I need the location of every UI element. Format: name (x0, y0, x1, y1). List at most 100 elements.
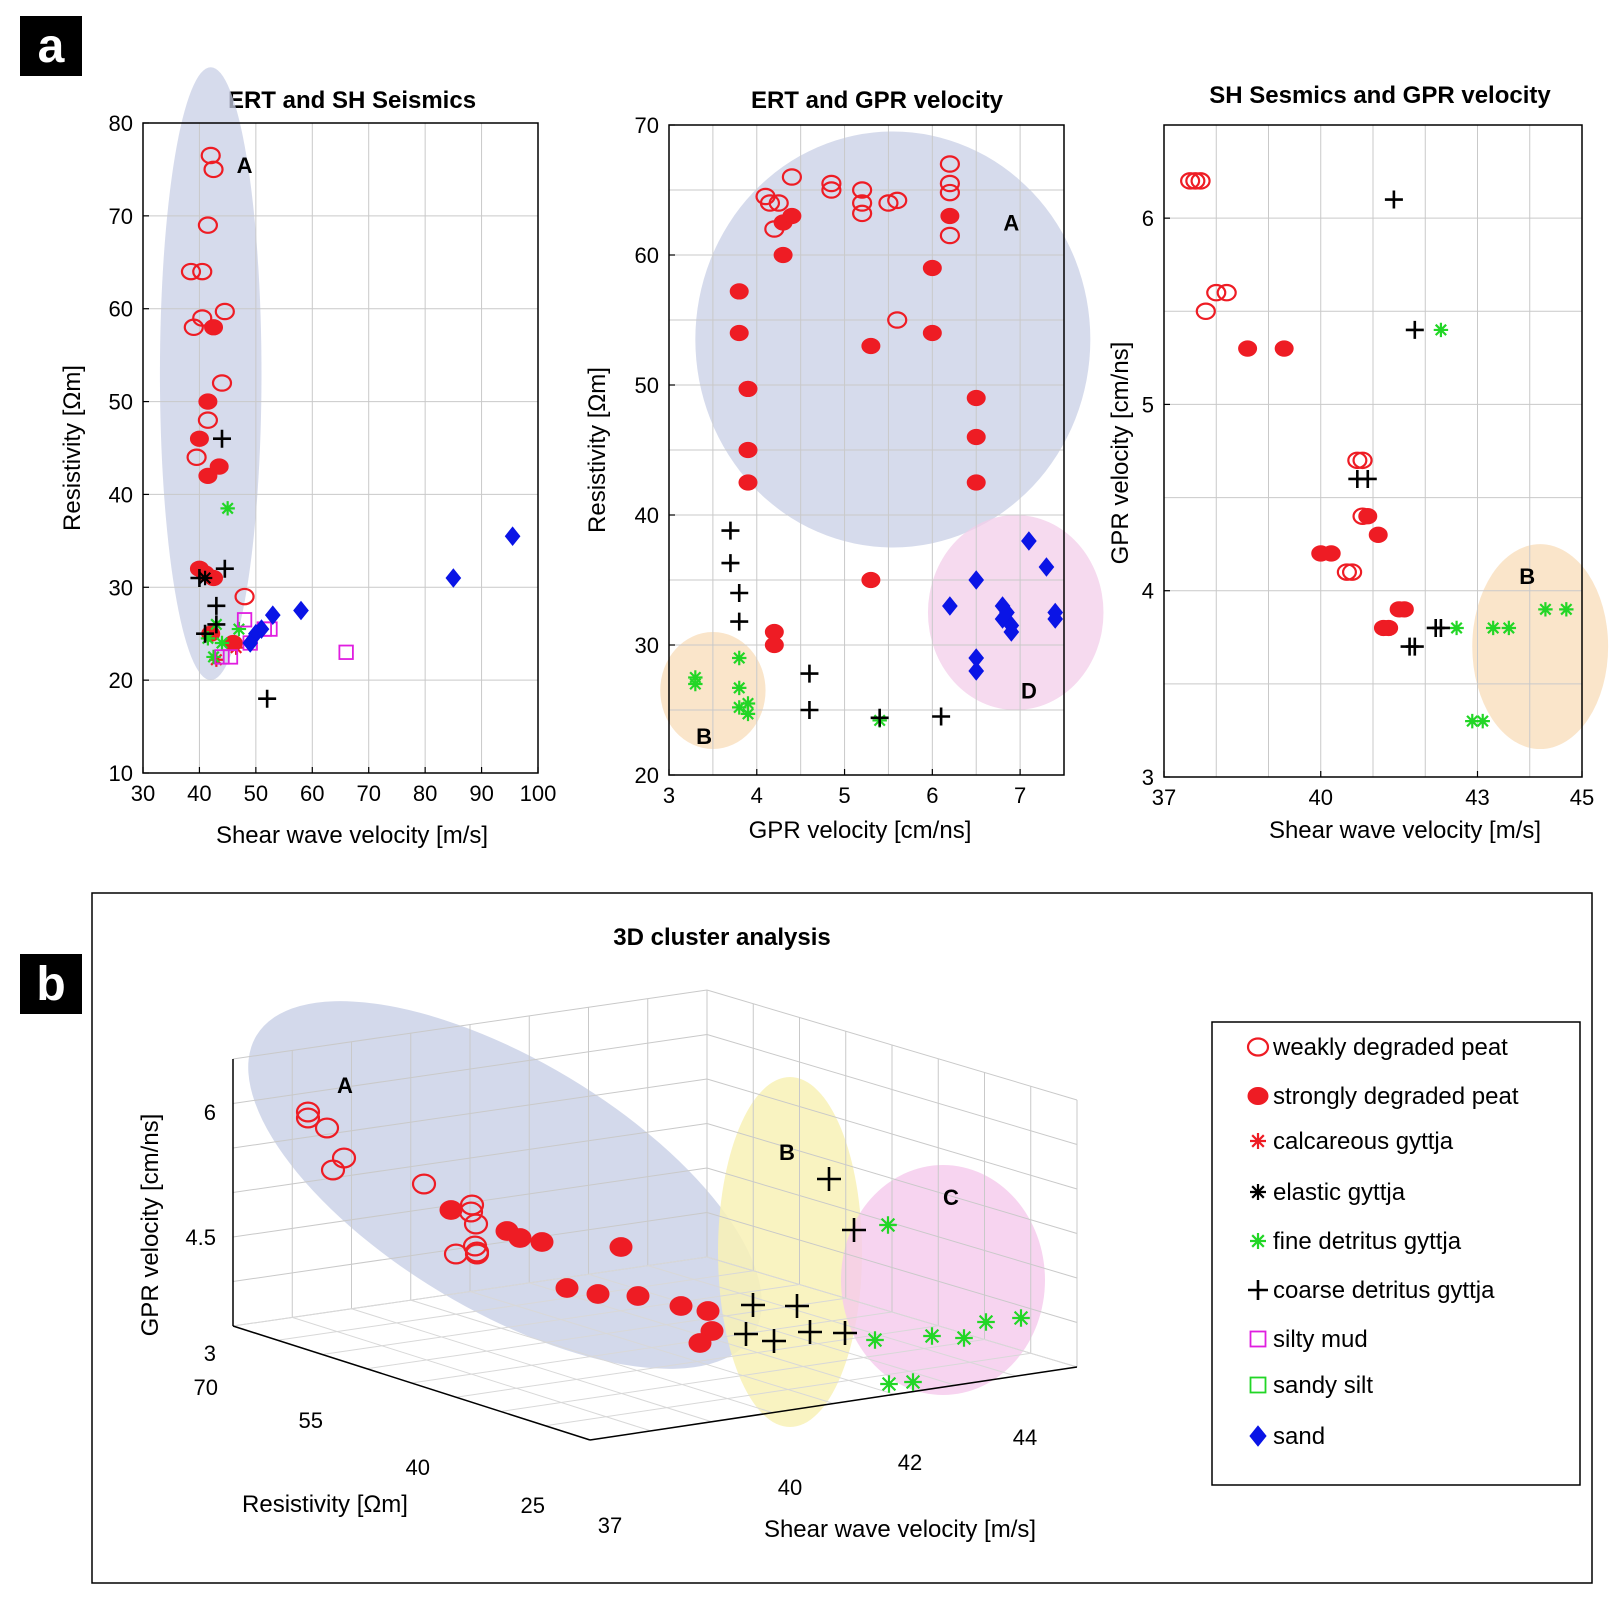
chart3-point-weakly-degraded-peat (1206, 283, 1227, 302)
chart1-ytick-label: 70 (109, 204, 133, 229)
chart4-point-strongly-degraded-peat (439, 1200, 463, 1220)
chart3-ytick-label: 6 (1142, 206, 1154, 231)
legend-marker-silty-mud (1249, 1330, 1267, 1348)
chart4-gridline-z-left (232, 1034, 708, 1104)
chart4-point-fine-detritus-gyttja (866, 1331, 884, 1349)
chart4-ztick-label: 6 (204, 1100, 216, 1125)
chart3-point-fine-detritus-gyttja (1485, 620, 1501, 636)
chart4-point-weakly-degraded-peat (320, 1159, 346, 1181)
legend-label-strongly-degraded-peat: strongly degraded peat (1273, 1083, 1519, 1110)
chart4-xtick-label: 42 (898, 1450, 922, 1475)
chart4-point-weakly-degraded-peat (314, 1117, 340, 1139)
chart1-point-sand (445, 568, 462, 588)
legend-label-sandy-silt: sandy silt (1273, 1372, 1373, 1399)
chart2-ytick-label: 70 (635, 113, 659, 138)
chart2-point-strongly-degraded-peat (764, 636, 784, 654)
chart1-ytick-label: 80 (109, 111, 133, 136)
chart-sh-seismics-gpr-velocity: SH Sesmics and GPR velocity 37 40 43 453456… (1107, 82, 1609, 844)
chart2-title: ERT and GPR velocity (751, 87, 1004, 114)
chart1-point-coarse-detritus-gyttja (190, 569, 209, 587)
chart4-point-strongly-degraded-peat (530, 1232, 554, 1252)
chart1-ytick-label: 10 (109, 761, 133, 786)
chart2-point-weakly-degraded-peat (759, 194, 781, 212)
chart4-point-strongly-degraded-peat (688, 1333, 712, 1353)
chart3-title: SH Sesmics and GPR velocity (1209, 82, 1551, 109)
chart2-point-coarse-detritus-gyttja (870, 708, 889, 727)
chart2-xtick-label: 6 (926, 783, 938, 808)
chart4-point-coarse-detritus-gyttja (785, 1294, 809, 1318)
legend-item-coarse-detritus-gyttja: coarse detritus gyttja (1248, 1277, 1495, 1304)
chart1-point-fine-detritus-gyttja (206, 649, 221, 665)
chart2-point-weakly-degraded-peat (878, 194, 899, 212)
chart4-point-weakly-degraded-peat (462, 1235, 488, 1257)
chart2-point-weakly-degraded-peat (939, 226, 960, 245)
chart2-point-sand (942, 596, 958, 616)
chart4-ytick-label: 40 (406, 1455, 430, 1480)
chart4-point-strongly-degraded-peat (669, 1296, 693, 1316)
chart3-point-strongly-degraded-peat (1379, 619, 1399, 637)
chart3-cluster-b (1472, 544, 1609, 750)
chart1-ytick-label: 50 (109, 390, 133, 415)
chart2-point-weakly-degraded-peat (768, 194, 789, 212)
chart1-xtick-label: 50 (244, 781, 268, 806)
chart1-point-fine-detritus-gyttja (200, 631, 216, 646)
chart1-xtick-label: 100 (520, 781, 557, 806)
chart4-ylabel: Resistivity [Ωm] (242, 1491, 408, 1518)
chart2-point-strongly-degraded-peat (729, 324, 749, 342)
chart2-point-coarse-detritus-gyttja (800, 664, 819, 683)
chart2-point-coarse-detritus-gyttja (730, 584, 749, 602)
chart1-point-sand (264, 605, 281, 625)
chart2-point-strongly-degraded-peat (861, 337, 881, 355)
legend-label-calcareous-gyttja: calcareous gyttja (1273, 1128, 1454, 1155)
chart1-point-silty-mud (222, 649, 239, 665)
chart1-point-coarse-detritus-gyttja (215, 559, 234, 578)
chart4-gridline-floor (500, 1339, 985, 1412)
chart2-ylabel: Resistivity [Ωm] (584, 367, 611, 533)
chart-3d-cluster-analysis: 3 4.5 6 70 55 40 25 37 40 42 44 A B C GPR velocity [… (137, 989, 1078, 1543)
chart1-xtick-label: 60 (300, 781, 324, 806)
chart3-point-strongly-degraded-peat (1394, 601, 1414, 618)
chart1-point-silty-mud (236, 612, 253, 628)
chart2-point-weakly-degraded-peat (939, 174, 960, 193)
panel-label-b: b (20, 954, 82, 1014)
chart4-point-weakly-degraded-peat (463, 1213, 489, 1235)
chart1-point-weakly-degraded-peat (197, 411, 218, 429)
chart2-point-weakly-degraded-peat (939, 155, 960, 173)
chart2-point-sand (1038, 557, 1055, 577)
panel-label-b-text: b (36, 958, 65, 1011)
chart2-point-coarse-detritus-gyttja (730, 612, 749, 631)
chart2-point-strongly-degraded-peat (738, 474, 758, 491)
chart4-gridline-z-right (706, 1034, 1078, 1145)
chart1-point-strongly-degraded-peat (204, 319, 224, 336)
chart4-point-coarse-detritus-gyttja (833, 1321, 857, 1345)
chart4-gridline-z-left (232, 1078, 708, 1149)
chart2-point-strongly-degraded-peat (966, 474, 986, 491)
chart4-xtick-label: 44 (1013, 1425, 1037, 1450)
chart3-point-weakly-degraded-peat (1216, 283, 1237, 302)
chart3-point-coarse-detritus-gyttja (1384, 190, 1403, 209)
chart2-xtick-label: 4 (751, 783, 763, 808)
chart2-point-weakly-degraded-peat (781, 168, 802, 186)
chart4-cluster-label-a: A (337, 1073, 353, 1098)
chart2-xtick-label: 7 (1014, 783, 1026, 808)
chart2-point-fine-detritus-gyttja (732, 700, 747, 715)
chart3-point-weakly-degraded-peat (1341, 563, 1363, 581)
chart3-point-fine-detritus-gyttja (1433, 322, 1449, 338)
legend-label-fine-detritus-gyttja: fine detritus gyttja (1273, 1228, 1462, 1255)
chart2-cluster-d (927, 515, 1104, 710)
panel-label-a-text: a (38, 20, 65, 73)
chart2-point-coarse-detritus-gyttja (932, 707, 951, 726)
chart4-point-fine-detritus-gyttja (879, 1216, 897, 1234)
chart4-xlabel: Shear wave velocity [m/s] (764, 1516, 1036, 1543)
chart3-xlabel: Shear wave velocity [m/s] (1269, 817, 1541, 844)
chart1-point-weakly-degraded-peat (180, 262, 202, 281)
legend-marker-strongly-degraded-peat (1247, 1087, 1269, 1105)
chart2-xtick-label: 5 (838, 783, 850, 808)
chart3-point-fine-detritus-gyttja (1501, 620, 1517, 636)
chart4-point-coarse-detritus-gyttja (817, 1167, 841, 1191)
chart1-point-weakly-degraded-peat (234, 587, 255, 606)
chart1-point-strongly-degraded-peat (209, 458, 229, 475)
chart1-point-weakly-degraded-peat (186, 448, 207, 467)
chart2-point-fine-detritus-gyttja (740, 706, 756, 722)
chart2-point-strongly-degraded-peat (738, 380, 758, 398)
